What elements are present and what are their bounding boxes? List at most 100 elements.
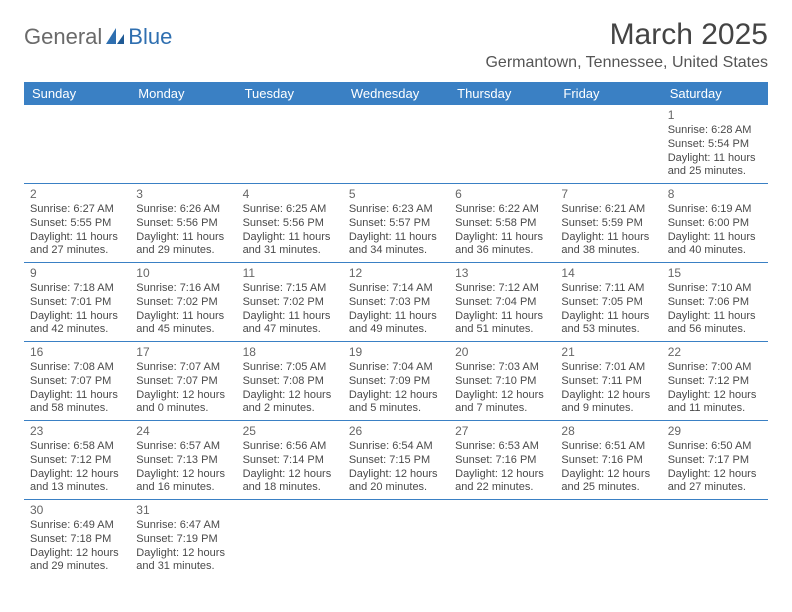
daylight-line: Daylight: 12 hours and 25 minutes.: [561, 468, 655, 496]
daylight-line: Daylight: 11 hours and 40 minutes.: [668, 231, 762, 259]
sunrise-line: Sunrise: 7:15 AM: [243, 282, 337, 296]
calendar-day-cell: [343, 105, 449, 184]
daylight-line: Daylight: 11 hours and 49 minutes.: [349, 310, 443, 338]
day-number: 31: [136, 503, 230, 518]
calendar-day-cell: [555, 500, 661, 579]
calendar-day-cell: 24Sunrise: 6:57 AMSunset: 7:13 PMDayligh…: [130, 421, 236, 500]
day-number: 17: [136, 345, 230, 360]
sunset-line: Sunset: 6:00 PM: [668, 217, 762, 231]
day-number: 10: [136, 266, 230, 281]
sunrise-line: Sunrise: 7:07 AM: [136, 361, 230, 375]
logo: General Blue: [24, 24, 172, 50]
sunset-line: Sunset: 7:17 PM: [668, 454, 762, 468]
sunset-line: Sunset: 5:59 PM: [561, 217, 655, 231]
sunset-line: Sunset: 7:14 PM: [243, 454, 337, 468]
calendar-day-cell: 4Sunrise: 6:25 AMSunset: 5:56 PMDaylight…: [237, 184, 343, 263]
calendar-day-cell: 20Sunrise: 7:03 AMSunset: 7:10 PMDayligh…: [449, 342, 555, 421]
calendar-week-row: 16Sunrise: 7:08 AMSunset: 7:07 PMDayligh…: [24, 342, 768, 421]
day-number: 2: [30, 187, 124, 202]
calendar-day-cell: 29Sunrise: 6:50 AMSunset: 7:17 PMDayligh…: [662, 421, 768, 500]
calendar-day-cell: 13Sunrise: 7:12 AMSunset: 7:04 PMDayligh…: [449, 263, 555, 342]
calendar-day-cell: 15Sunrise: 7:10 AMSunset: 7:06 PMDayligh…: [662, 263, 768, 342]
calendar-day-cell: 14Sunrise: 7:11 AMSunset: 7:05 PMDayligh…: [555, 263, 661, 342]
daylight-line: Daylight: 11 hours and 36 minutes.: [455, 231, 549, 259]
daylight-line: Daylight: 11 hours and 38 minutes.: [561, 231, 655, 259]
sunset-line: Sunset: 7:01 PM: [30, 296, 124, 310]
day-number: 15: [668, 266, 762, 281]
day-header: Thursday: [449, 82, 555, 105]
daylight-line: Daylight: 11 hours and 29 minutes.: [136, 231, 230, 259]
day-number: 14: [561, 266, 655, 281]
daylight-line: Daylight: 12 hours and 29 minutes.: [30, 547, 124, 575]
sunrise-line: Sunrise: 6:19 AM: [668, 203, 762, 217]
calendar-day-cell: 5Sunrise: 6:23 AMSunset: 5:57 PMDaylight…: [343, 184, 449, 263]
sunrise-line: Sunrise: 6:26 AM: [136, 203, 230, 217]
daylight-line: Daylight: 12 hours and 16 minutes.: [136, 468, 230, 496]
day-number: 6: [455, 187, 549, 202]
sunrise-line: Sunrise: 6:27 AM: [30, 203, 124, 217]
calendar-day-cell: 16Sunrise: 7:08 AMSunset: 7:07 PMDayligh…: [24, 342, 130, 421]
daylight-line: Daylight: 12 hours and 7 minutes.: [455, 389, 549, 417]
daylight-line: Daylight: 11 hours and 31 minutes.: [243, 231, 337, 259]
sunset-line: Sunset: 7:18 PM: [30, 533, 124, 547]
daylight-line: Daylight: 12 hours and 13 minutes.: [30, 468, 124, 496]
sunrise-line: Sunrise: 6:22 AM: [455, 203, 549, 217]
sunset-line: Sunset: 7:09 PM: [349, 375, 443, 389]
sunset-line: Sunset: 5:56 PM: [243, 217, 337, 231]
sunrise-line: Sunrise: 6:50 AM: [668, 440, 762, 454]
day-number: 22: [668, 345, 762, 360]
calendar-day-cell: 8Sunrise: 6:19 AMSunset: 6:00 PMDaylight…: [662, 184, 768, 263]
sunset-line: Sunset: 7:10 PM: [455, 375, 549, 389]
day-number: 1: [668, 108, 762, 123]
sunrise-line: Sunrise: 7:03 AM: [455, 361, 549, 375]
sunrise-line: Sunrise: 6:23 AM: [349, 203, 443, 217]
sunrise-line: Sunrise: 7:14 AM: [349, 282, 443, 296]
header: General Blue March 2025 Germantown, Tenn…: [24, 18, 768, 72]
daylight-line: Daylight: 11 hours and 34 minutes.: [349, 231, 443, 259]
calendar-day-cell: 26Sunrise: 6:54 AMSunset: 7:15 PMDayligh…: [343, 421, 449, 500]
sunrise-line: Sunrise: 7:00 AM: [668, 361, 762, 375]
calendar-day-cell: 17Sunrise: 7:07 AMSunset: 7:07 PMDayligh…: [130, 342, 236, 421]
sunset-line: Sunset: 7:12 PM: [30, 454, 124, 468]
calendar-day-cell: [237, 105, 343, 184]
calendar-day-cell: 1Sunrise: 6:28 AMSunset: 5:54 PMDaylight…: [662, 105, 768, 184]
calendar-day-cell: 23Sunrise: 6:58 AMSunset: 7:12 PMDayligh…: [24, 421, 130, 500]
calendar-week-row: 1Sunrise: 6:28 AMSunset: 5:54 PMDaylight…: [24, 105, 768, 184]
logo-text-blue: Blue: [128, 24, 172, 50]
daylight-line: Daylight: 11 hours and 53 minutes.: [561, 310, 655, 338]
daylight-line: Daylight: 12 hours and 5 minutes.: [349, 389, 443, 417]
day-number: 12: [349, 266, 443, 281]
sunset-line: Sunset: 7:12 PM: [668, 375, 762, 389]
daylight-line: Daylight: 11 hours and 27 minutes.: [30, 231, 124, 259]
sunrise-line: Sunrise: 7:18 AM: [30, 282, 124, 296]
sunset-line: Sunset: 7:02 PM: [136, 296, 230, 310]
day-number: 9: [30, 266, 124, 281]
daylight-line: Daylight: 11 hours and 45 minutes.: [136, 310, 230, 338]
day-header-row: Sunday Monday Tuesday Wednesday Thursday…: [24, 82, 768, 105]
day-number: 4: [243, 187, 337, 202]
sunset-line: Sunset: 7:19 PM: [136, 533, 230, 547]
sunset-line: Sunset: 7:07 PM: [136, 375, 230, 389]
sunrise-line: Sunrise: 7:05 AM: [243, 361, 337, 375]
sunset-line: Sunset: 7:11 PM: [561, 375, 655, 389]
calendar-day-cell: [449, 105, 555, 184]
sunrise-line: Sunrise: 6:54 AM: [349, 440, 443, 454]
day-number: 26: [349, 424, 443, 439]
sunset-line: Sunset: 7:15 PM: [349, 454, 443, 468]
logo-text-general: General: [24, 24, 102, 50]
calendar-day-cell: 7Sunrise: 6:21 AMSunset: 5:59 PMDaylight…: [555, 184, 661, 263]
sunrise-line: Sunrise: 7:16 AM: [136, 282, 230, 296]
calendar-day-cell: [130, 105, 236, 184]
sunset-line: Sunset: 7:02 PM: [243, 296, 337, 310]
calendar-day-cell: 12Sunrise: 7:14 AMSunset: 7:03 PMDayligh…: [343, 263, 449, 342]
day-header: Wednesday: [343, 82, 449, 105]
sunset-line: Sunset: 5:54 PM: [668, 138, 762, 152]
calendar-day-cell: [343, 500, 449, 579]
calendar-day-cell: 25Sunrise: 6:56 AMSunset: 7:14 PMDayligh…: [237, 421, 343, 500]
sunrise-line: Sunrise: 6:53 AM: [455, 440, 549, 454]
sunset-line: Sunset: 7:16 PM: [561, 454, 655, 468]
daylight-line: Daylight: 11 hours and 56 minutes.: [668, 310, 762, 338]
sunset-line: Sunset: 5:55 PM: [30, 217, 124, 231]
calendar-day-cell: 10Sunrise: 7:16 AMSunset: 7:02 PMDayligh…: [130, 263, 236, 342]
calendar-week-row: 9Sunrise: 7:18 AMSunset: 7:01 PM Daylight…: [24, 263, 768, 342]
